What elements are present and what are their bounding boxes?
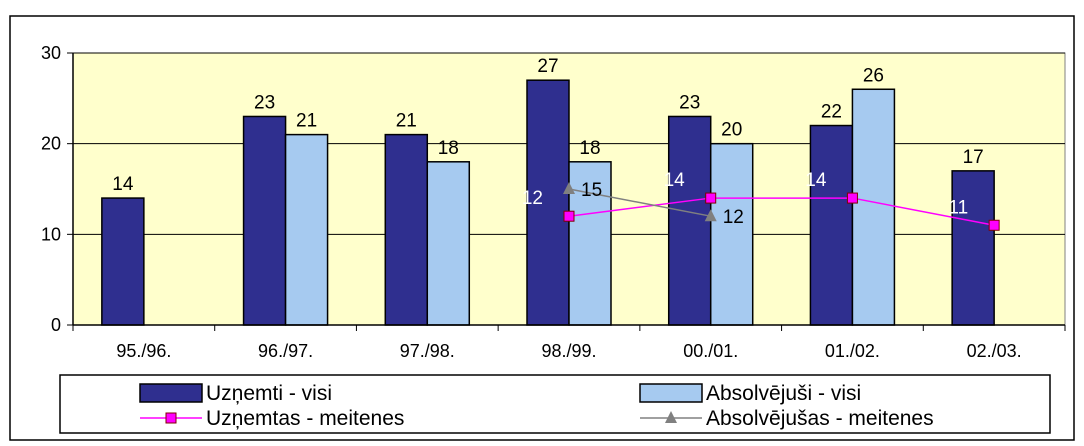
bar xyxy=(709,142,754,326)
bar-data-label: 23 xyxy=(254,92,275,113)
line-data-label: 14 xyxy=(664,170,686,191)
bar xyxy=(851,88,896,326)
y-tick-label: 10 xyxy=(41,224,61,244)
bar xyxy=(242,115,287,326)
triangle-marker xyxy=(563,182,575,194)
bar xyxy=(284,133,329,326)
legend-label: Absolvējušas - meitenes xyxy=(706,407,934,430)
y-tick-label: 0 xyxy=(51,315,61,335)
x-tick-label: 95./96. xyxy=(116,341,171,361)
square-marker xyxy=(563,210,575,222)
line-data-label: 12 xyxy=(723,207,744,228)
bar-data-label: 21 xyxy=(396,111,417,132)
data-labels: 14 23 21 27 23 22 17 21 18 18 20 26 12 14 14 11 15 12 xyxy=(112,56,983,228)
x-tick-label: 96./97. xyxy=(258,341,313,361)
bar xyxy=(426,161,471,326)
line-data-label: 12 xyxy=(522,188,543,209)
legend-swatch xyxy=(639,383,703,403)
legend-triangle-marker xyxy=(665,411,677,423)
line-series xyxy=(563,182,1000,231)
bar xyxy=(568,161,612,326)
legend-square-marker xyxy=(165,412,177,424)
line-data-label: 14 xyxy=(805,170,827,191)
x-tick-label: 98./99. xyxy=(541,341,596,361)
square-marker xyxy=(705,192,717,204)
bar xyxy=(809,124,854,326)
square-marker xyxy=(846,192,858,204)
bar xyxy=(951,170,995,326)
x-tick-label: 97./98. xyxy=(400,341,455,361)
legend: Uzņemti - visi Absolvējuši - visi Uzņemtas… xyxy=(139,382,934,430)
triangle-marker xyxy=(704,209,717,222)
legend-label: Uzņemtas - meitenes xyxy=(206,407,404,430)
square-marker xyxy=(988,219,1000,231)
line-data-label: 15 xyxy=(581,180,602,201)
x-tick-label: 00./01. xyxy=(683,341,738,361)
axes: 0 10 20 30 95./96. 96./97. 97./98. 98./99. 00./0… xyxy=(41,43,1066,361)
bar xyxy=(384,133,429,326)
bar xyxy=(101,197,145,326)
line-data-label: 11 xyxy=(948,197,968,218)
bar-data-label: 23 xyxy=(679,92,700,113)
series-line xyxy=(568,197,995,227)
bar xyxy=(667,115,712,326)
bar-data-label: 22 xyxy=(821,102,842,123)
legend-label: Uzņemti - visi xyxy=(206,382,332,405)
x-tick-label: 02./03. xyxy=(967,341,1022,361)
bar-data-label: 18 xyxy=(438,138,459,159)
bar-data-label: 20 xyxy=(721,120,742,141)
x-tick-label: 01./02. xyxy=(825,341,880,361)
bar-data-label: 18 xyxy=(579,138,600,159)
series-line xyxy=(568,188,711,217)
y-tick-label: 20 xyxy=(41,134,61,154)
y-tick-label: 30 xyxy=(41,43,61,63)
bar-series xyxy=(101,79,995,326)
bar-data-label: 21 xyxy=(296,111,317,132)
legend-label: Absolvējuši - visi xyxy=(706,382,861,405)
bar-data-label: 17 xyxy=(963,147,984,168)
bar-data-label: 14 xyxy=(112,174,134,195)
legend-box xyxy=(59,374,1051,434)
bar-data-label: 26 xyxy=(863,65,884,86)
bar-data-label: 27 xyxy=(537,56,558,77)
legend-swatch xyxy=(139,383,203,403)
